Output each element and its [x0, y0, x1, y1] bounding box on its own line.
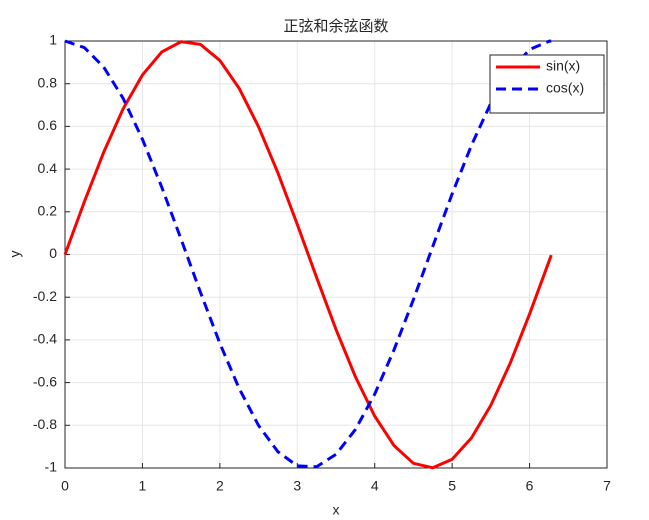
- x-tick-label: 3: [293, 478, 301, 494]
- x-tick-label: 1: [139, 478, 147, 494]
- legend-label: sin(x): [546, 58, 580, 74]
- x-tick-label: 4: [371, 478, 379, 494]
- y-tick-label: -0.2: [33, 288, 57, 304]
- legend-label: cos(x): [546, 80, 584, 96]
- y-tick-label: 0.4: [38, 160, 58, 176]
- y-tick-label: 0.6: [38, 117, 58, 133]
- series-line: [64, 39, 552, 469]
- y-tick-label: 0.8: [38, 74, 58, 90]
- y-axis-label: y: [7, 251, 23, 258]
- y-tick-label: -1: [45, 459, 58, 475]
- x-axis-label: x: [333, 502, 340, 518]
- y-tick-label: -0.4: [33, 331, 57, 347]
- x-tick-label: 6: [526, 478, 534, 494]
- y-tick-label: 0.2: [38, 203, 58, 219]
- x-tick-label: 7: [603, 478, 611, 494]
- y-tick-label: -0.6: [33, 373, 57, 389]
- chart-title: 正弦和余弦函数: [283, 17, 388, 35]
- axes-box: [64, 40, 608, 469]
- x-tick-label: 0: [61, 478, 69, 494]
- y-tick-label: 1: [49, 32, 57, 48]
- series-line: [63, 40, 553, 470]
- legend-box: [489, 54, 605, 114]
- x-tick-label: 2: [216, 478, 224, 494]
- y-tick-label: 0: [49, 245, 57, 261]
- x-tick-label: 5: [448, 478, 456, 494]
- y-tick-label: -0.8: [33, 416, 57, 432]
